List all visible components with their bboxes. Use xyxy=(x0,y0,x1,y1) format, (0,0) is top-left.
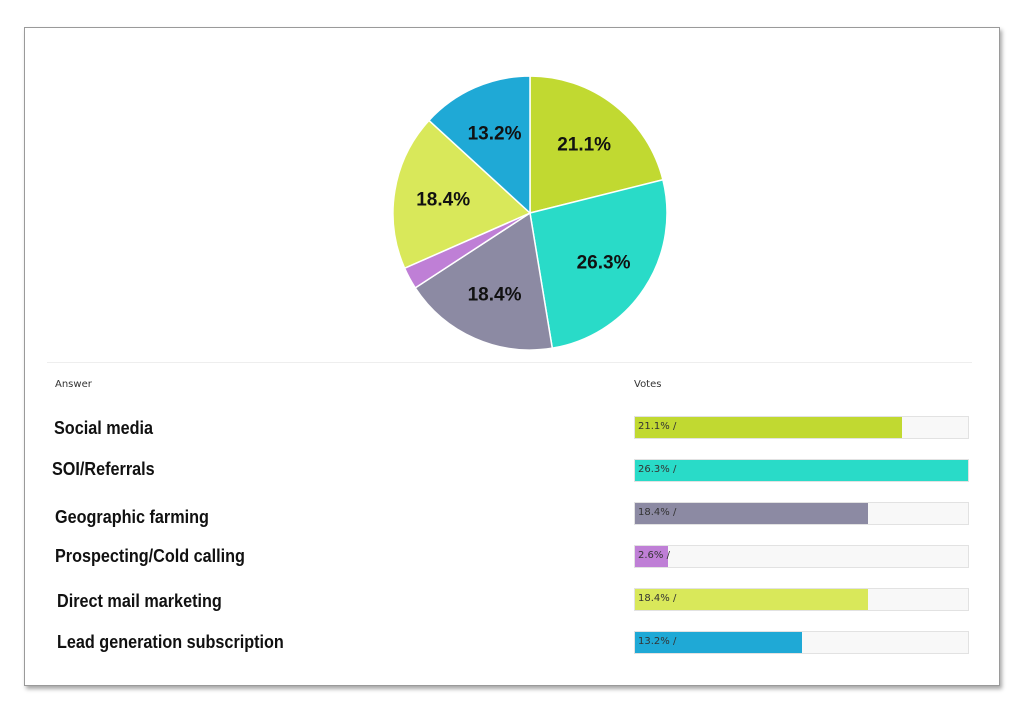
vote-bar-fill xyxy=(635,546,668,567)
vote-bar: 13.2% / xyxy=(634,631,969,654)
answer-label: Social media xyxy=(54,418,154,438)
vote-bar: 18.4% / xyxy=(634,588,969,611)
vote-percent: 21.1% / xyxy=(638,421,677,432)
pie-slice-label: 21.1% xyxy=(557,135,611,156)
pie-slice xyxy=(529,75,664,214)
answer-label: Prospecting/Cold calling xyxy=(55,546,245,566)
vote-bar: 26.3% / xyxy=(634,459,969,482)
vote-percent: 13.2% / xyxy=(638,636,677,647)
vote-bar-fill xyxy=(635,417,903,438)
vote-bar: 18.4% / xyxy=(634,502,969,525)
vote-bar-fill xyxy=(635,589,868,610)
vote-bar-fill xyxy=(635,632,803,653)
pie-slice xyxy=(414,211,554,351)
pie-slice xyxy=(529,178,668,350)
vote-percent: 2.6% / xyxy=(638,550,670,561)
pie-slice-label: 13.2% xyxy=(468,123,522,144)
divider xyxy=(47,362,972,363)
answer-label: Lead generation subscription xyxy=(57,632,284,652)
pie-slice xyxy=(427,75,531,215)
answer-column-header: Answer xyxy=(55,379,92,390)
votes-column-header: Votes xyxy=(634,379,662,390)
answer-label: Geographic farming xyxy=(55,507,209,527)
vote-percent: 18.4% / xyxy=(638,593,677,604)
pie-chart: 21.1% 26.3% 18.4% 18.4% 13.2% xyxy=(392,75,668,351)
pie-slice-label: 18.4% xyxy=(416,190,470,211)
poll-results-panel: 21.1% 26.3% 18.4% 18.4% 13.2% Answer Votes S… xyxy=(24,27,1000,686)
vote-bar-fill xyxy=(635,503,868,524)
answer-label: SOI/Referrals xyxy=(52,459,155,479)
vote-bar: 21.1% / xyxy=(634,416,969,439)
vote-percent: 18.4% / xyxy=(638,507,677,518)
vote-bar: 2.6% / xyxy=(634,545,969,568)
pie-slice-label: 18.4% xyxy=(468,285,522,306)
answer-label: Direct mail marketing xyxy=(57,591,222,611)
pie-slice xyxy=(392,119,532,270)
vote-bar-fill xyxy=(635,460,968,481)
vote-percent: 26.3% / xyxy=(638,464,677,475)
pie-slice-label: 26.3% xyxy=(577,252,631,273)
